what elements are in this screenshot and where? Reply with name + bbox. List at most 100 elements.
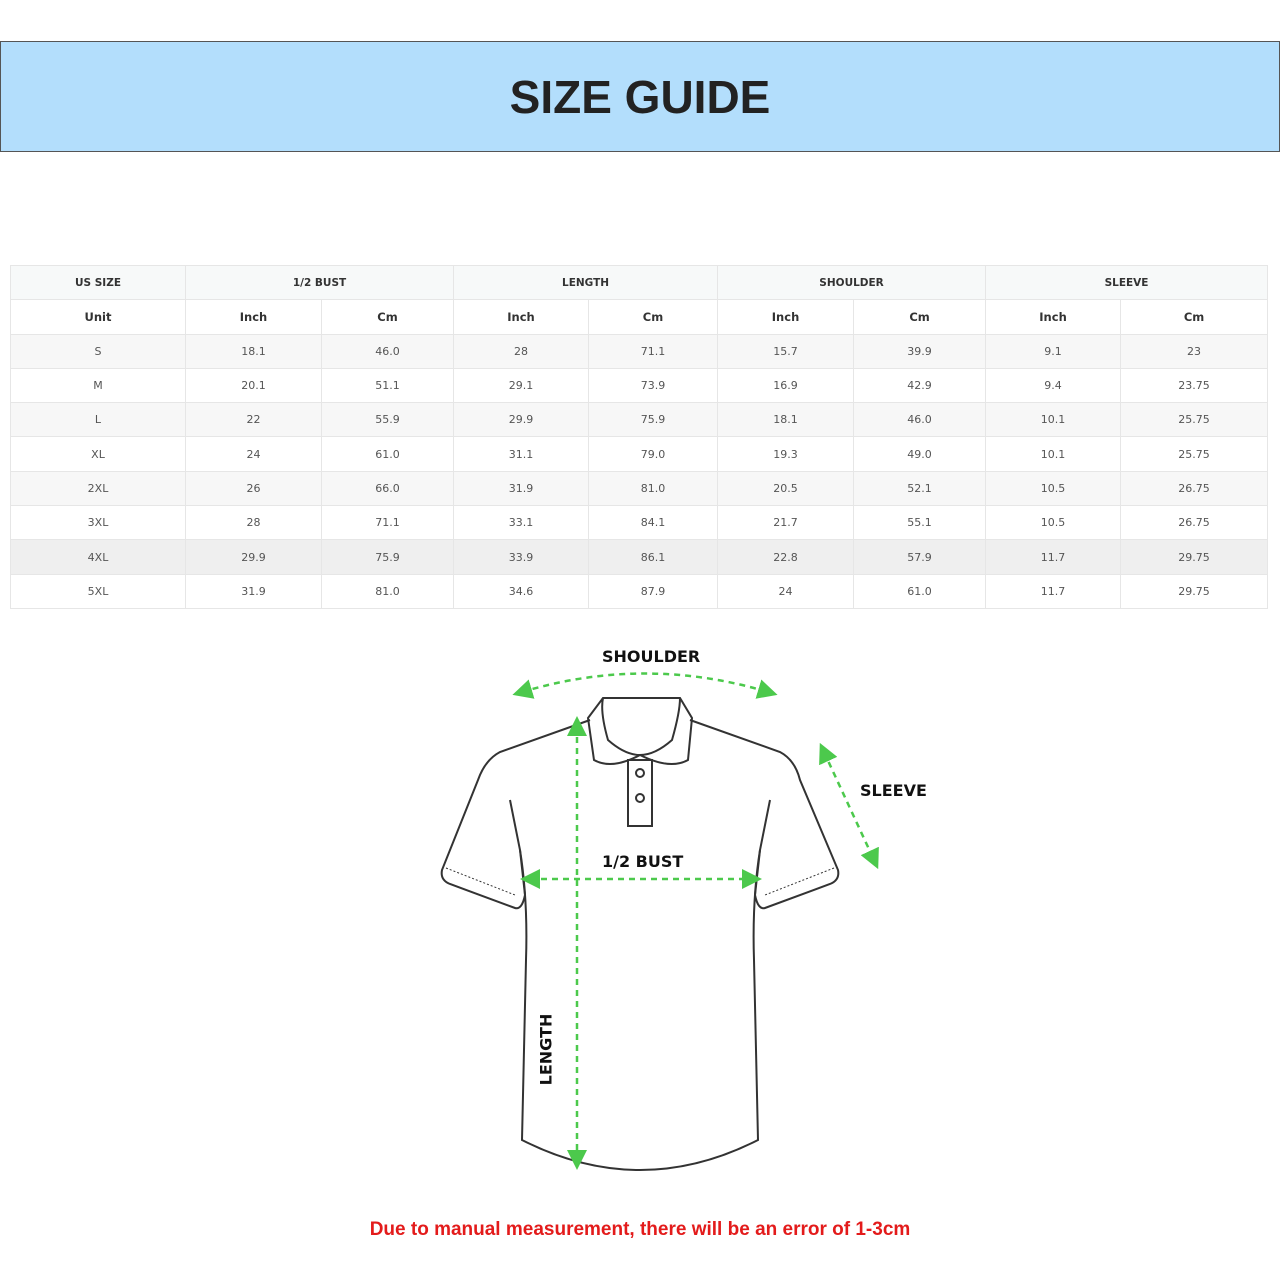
value-cell: 23.75	[1120, 367, 1269, 404]
value-cell: 46.0	[853, 402, 987, 438]
value-cell: 31.1	[453, 436, 590, 472]
unit-header: Cm	[853, 299, 987, 335]
value-cell: 29.75	[1120, 573, 1269, 609]
size-cell: S	[10, 333, 186, 369]
size-cell: M	[10, 367, 186, 404]
unit-header: Cm	[1120, 299, 1269, 335]
value-cell: 18.1	[185, 333, 322, 369]
size-cell: L	[10, 402, 186, 438]
value-cell: 42.9	[853, 367, 987, 404]
table-row: S 18.1 46.0 28 71.1 15.7 39.9 9.1 23	[10, 333, 1269, 369]
value-cell: 10.5	[985, 505, 1122, 541]
unit-header: Inch	[453, 299, 590, 335]
unit-header: Inch	[717, 299, 855, 335]
value-cell: 75.9	[588, 402, 719, 438]
value-cell: 87.9	[588, 573, 719, 609]
value-cell: 33.1	[453, 505, 590, 541]
unit-header: Unit	[10, 299, 186, 335]
value-cell: 25.75	[1120, 436, 1269, 472]
unit-header: Cm	[320, 299, 455, 335]
shirt-diagram: SHOULDER SLEEVE 1/2 BUST LENGTH	[0, 620, 1280, 1200]
unit-header-row: Unit Inch Cm Inch Cm Inch Cm Inch Cm	[10, 299, 1269, 335]
measurement-note: Due to manual measurement, there will be…	[369, 1219, 911, 1240]
value-cell: 81.0	[320, 573, 455, 609]
shirt-outline	[440, 697, 840, 1171]
value-cell: 61.0	[320, 436, 455, 472]
polo-shirt-illustration	[440, 672, 879, 1171]
table-row: 5XL 31.9 81.0 34.6 87.9 24 61.0 11.7 29.75	[10, 573, 1269, 609]
shoulder-arrow	[512, 672, 778, 699]
group-header: US SIZE	[10, 264, 186, 301]
value-cell: 29.9	[185, 539, 322, 575]
sleeve-arrow	[819, 742, 879, 870]
value-cell: 16.9	[717, 367, 855, 404]
value-cell: 31.9	[185, 573, 322, 609]
value-cell: 26.75	[1120, 505, 1269, 541]
value-cell: 22.8	[717, 539, 855, 575]
value-cell: 9.1	[985, 333, 1122, 369]
table-row: L 22 55.9 29.9 75.9 18.1 46.0 10.1 25.75	[10, 402, 1269, 438]
value-cell: 55.9	[320, 402, 455, 438]
value-cell: 31.9	[453, 470, 590, 507]
value-cell: 11.7	[985, 573, 1122, 609]
group-header: SHOULDER	[717, 264, 987, 301]
title-banner: SIZE GUIDE	[0, 41, 1280, 152]
bust-label: 1/2 BUST	[602, 852, 684, 871]
size-cell: 2XL	[10, 470, 186, 507]
value-cell: 52.1	[853, 470, 987, 507]
value-cell: 34.6	[453, 573, 590, 609]
value-cell: 86.1	[588, 539, 719, 575]
group-header: 1/2 BUST	[184, 264, 455, 301]
size-cell: 4XL	[10, 539, 186, 575]
value-cell: 29.1	[453, 367, 590, 404]
value-cell: 21.7	[717, 505, 855, 541]
value-cell: 29.9	[453, 402, 590, 438]
value-cell: 73.9	[588, 367, 719, 404]
group-header: LENGTH	[453, 264, 719, 301]
value-cell: 61.0	[853, 573, 987, 609]
value-cell: 49.0	[853, 436, 987, 472]
sleeve-label: SLEEVE	[860, 781, 927, 800]
value-cell: 26.75	[1120, 470, 1269, 507]
value-cell: 24	[185, 436, 322, 472]
length-label: LENGTH	[536, 1013, 556, 1086]
value-cell: 19.3	[717, 436, 855, 472]
size-cell: XL	[10, 436, 186, 472]
value-cell: 18.1	[717, 402, 855, 438]
value-cell: 75.9	[320, 539, 455, 575]
value-cell: 10.1	[985, 436, 1122, 472]
table-row: M 20.1 51.1 29.1 73.9 16.9 42.9 9.4 23.75	[10, 367, 1269, 404]
value-cell: 10.1	[985, 402, 1122, 438]
value-cell: 22	[185, 402, 322, 438]
group-header-row: US SIZE 1/2 BUST LENGTH SHOULDER SLEEVE	[10, 264, 1269, 301]
value-cell: 10.5	[985, 470, 1122, 507]
value-cell: 28	[453, 333, 590, 369]
value-cell: 33.9	[453, 539, 590, 575]
unit-header: Inch	[985, 299, 1122, 335]
value-cell: 79.0	[588, 436, 719, 472]
value-cell: 15.7	[717, 333, 855, 369]
value-cell: 25.75	[1120, 402, 1269, 438]
table-row: 4XL 29.9 75.9 33.9 86.1 22.8 57.9 11.7 29.75	[10, 539, 1269, 575]
value-cell: 20.5	[717, 470, 855, 507]
value-cell: 51.1	[320, 367, 455, 404]
value-cell: 66.0	[320, 470, 455, 507]
measurement-arrows	[512, 672, 879, 1170]
value-cell: 28	[185, 505, 322, 541]
value-cell: 24	[717, 573, 855, 609]
value-cell: 26	[185, 470, 322, 507]
shoulder-label: SHOULDER	[602, 647, 701, 666]
table-row: XL 24 61.0 31.1 79.0 19.3 49.0 10.1 25.75	[10, 436, 1269, 472]
value-cell: 46.0	[320, 333, 455, 369]
value-cell: 71.1	[320, 505, 455, 541]
value-cell: 57.9	[853, 539, 987, 575]
value-cell: 39.9	[853, 333, 987, 369]
value-cell: 81.0	[588, 470, 719, 507]
value-cell: 55.1	[853, 505, 987, 541]
table-row: 3XL 28 71.1 33.1 84.1 21.7 55.1 10.5 26.75	[10, 505, 1269, 541]
size-cell: 3XL	[10, 505, 186, 541]
size-table: US SIZE 1/2 BUST LENGTH SHOULDER SLEEVE …	[10, 264, 1269, 609]
value-cell: 9.4	[985, 367, 1122, 404]
unit-header: Inch	[185, 299, 322, 335]
table-row: 2XL 26 66.0 31.9 81.0 20.5 52.1 10.5 26.75	[10, 470, 1269, 507]
